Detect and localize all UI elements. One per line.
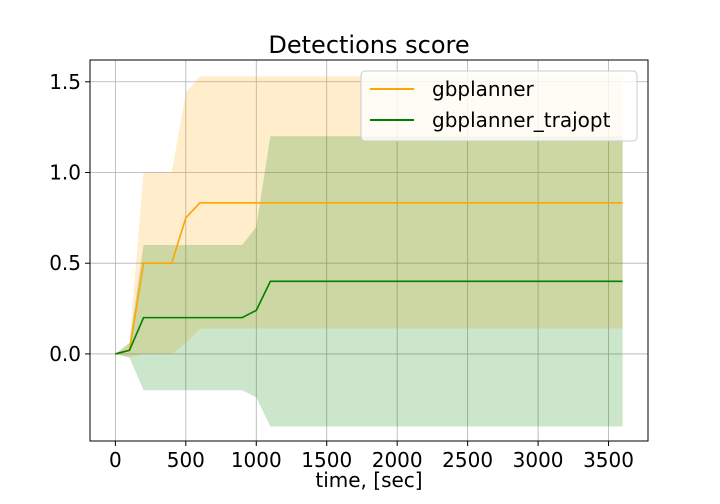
y-tick-label: 0.5 — [49, 251, 81, 275]
line-gbplanner-trajopt — [115, 280, 623, 355]
x-tick-label: 2000 — [372, 448, 423, 472]
y-tick-label: 1.5 — [49, 70, 81, 94]
x-axis-ticks: 0 500 1000 1500 2000 2500 3000 3500 — [109, 441, 634, 472]
legend-label-gbplanner: gbplanner — [432, 77, 535, 101]
plot-frame — [89, 59, 649, 442]
x-tick-label: 1500 — [301, 448, 352, 472]
x-tick-label: 500 — [167, 448, 205, 472]
x-tick-label: 1000 — [231, 448, 282, 472]
x-tick-label: 0 — [109, 448, 122, 472]
legend-label-gbplanner-trajopt: gbplanner_trajopt — [432, 108, 611, 132]
y-axis-ticks: 0.0 0.5 1.0 1.5 — [49, 70, 90, 366]
band-gbplanner — [115, 76, 623, 358]
x-axis-label: time, [sec] — [315, 468, 422, 492]
x-tick-label: 3500 — [583, 448, 634, 472]
y-tick-label: 0.0 — [49, 342, 81, 366]
x-tick-label: 2500 — [442, 448, 493, 472]
legend: gbplanner gbplanner_trajopt — [360, 70, 638, 142]
chart-title: Detections score — [268, 31, 469, 59]
series-lines — [115, 201, 623, 355]
legend-box — [360, 70, 638, 142]
x-tick-label: 3000 — [513, 448, 564, 472]
y-tick-label: 1.0 — [49, 160, 81, 184]
